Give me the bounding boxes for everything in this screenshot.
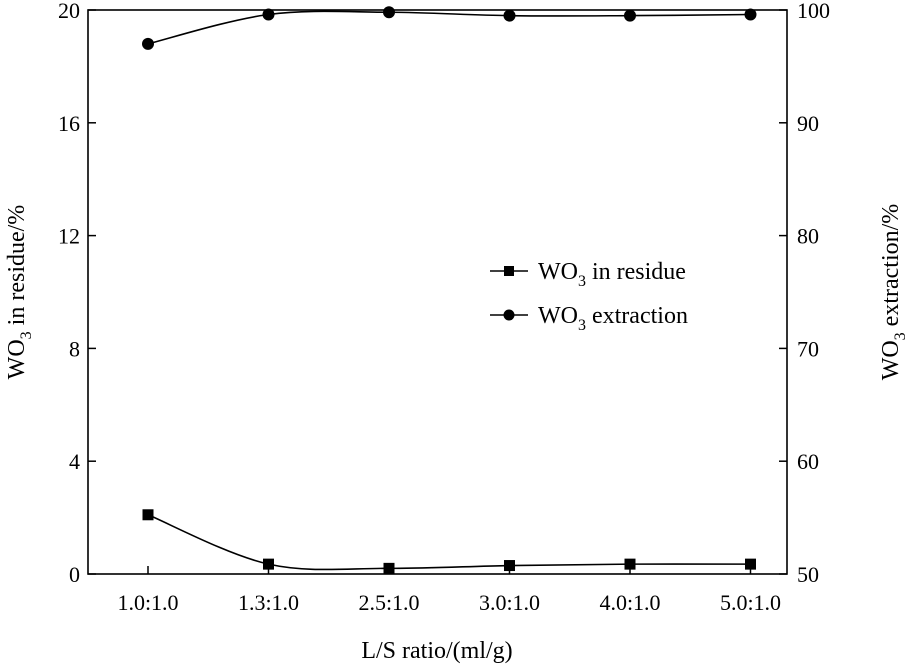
x-tick-label: 1.3:1.0 xyxy=(238,590,299,615)
right-axis-title-suffix: extraction/% xyxy=(878,204,904,333)
data-point-extraction xyxy=(383,6,395,19)
legend-label-extraction-prefix: WO xyxy=(538,303,578,329)
left-tick-label: 4 xyxy=(69,449,80,474)
data-point-extraction xyxy=(262,8,275,21)
data-point-extraction xyxy=(503,9,516,22)
right-axis-ticks: 50 60 70 80 90 100 xyxy=(779,0,830,587)
data-point-residue xyxy=(142,509,154,521)
x-axis-ticks: 1.0:1.0 1.3:1.0 2.5:1.0 3.0:1.0 4.0:1.0 5.0:1… xyxy=(117,566,781,615)
legend-label-residue-sub: 3 xyxy=(578,273,586,290)
data-point-residue xyxy=(745,558,756,570)
x-tick-label: 5.0:1.0 xyxy=(720,590,781,615)
data-point-residue xyxy=(263,558,274,570)
left-axis-title-suffix: in residue/% xyxy=(4,205,30,332)
legend-label-extraction-sub: 3 xyxy=(578,317,586,334)
legend-marker-extraction xyxy=(503,309,515,321)
right-tick-label: 50 xyxy=(797,562,819,587)
data-point-residue xyxy=(383,562,395,574)
legend-marker-residue xyxy=(504,266,514,276)
left-axis-ticks: 0 4 8 12 16 20 xyxy=(58,0,96,587)
series-layer xyxy=(142,6,757,574)
right-tick-label: 100 xyxy=(797,0,830,23)
x-tick-label: 2.5:1.0 xyxy=(358,590,419,615)
legend: WO3 in residue WO3 extraction xyxy=(490,259,688,334)
data-point-extraction xyxy=(142,37,154,50)
legend-label-residue-suffix: in residue xyxy=(586,259,686,285)
x-tick-label: 1.0:1.0 xyxy=(117,590,178,615)
x-axis-title: L/S ratio/(ml/g) xyxy=(361,638,512,664)
legend-label-residue-prefix: WO xyxy=(538,259,578,285)
plot-frame xyxy=(87,9,788,575)
left-axis-title: WO3 in residue/% xyxy=(4,205,35,380)
right-axis-title: WO3 extraction/% xyxy=(878,204,909,381)
right-tick-label: 60 xyxy=(797,449,819,474)
left-tick-label: 20 xyxy=(58,0,80,23)
left-tick-label: 12 xyxy=(58,224,80,249)
left-tick-label: 0 xyxy=(69,562,80,587)
left-tick-label: 8 xyxy=(69,336,80,361)
x-tick-label: 4.0:1.0 xyxy=(599,590,660,615)
left-axis-title-prefix: WO xyxy=(4,339,30,379)
right-tick-label: 70 xyxy=(797,336,819,361)
data-point-extraction xyxy=(624,9,636,22)
legend-label-extraction-suffix: extraction xyxy=(586,303,688,329)
legend-label-extraction: WO3 extraction xyxy=(538,303,688,334)
legend-label-residue: WO3 in residue xyxy=(538,259,686,290)
series-line-residue xyxy=(147,514,751,571)
data-point-residue xyxy=(624,558,636,570)
data-point-extraction xyxy=(744,8,757,21)
left-axis-title-sub: 3 xyxy=(18,331,35,339)
right-axis-title-sub: 3 xyxy=(892,332,909,340)
data-point-residue xyxy=(504,560,515,572)
right-axis-title-prefix: WO xyxy=(878,340,904,380)
series-line-extraction xyxy=(147,10,751,45)
right-tick-label: 90 xyxy=(797,111,819,136)
right-tick-label: 80 xyxy=(797,224,819,249)
left-tick-label: 16 xyxy=(58,111,80,136)
x-tick-label: 3.0:1.0 xyxy=(479,590,540,615)
